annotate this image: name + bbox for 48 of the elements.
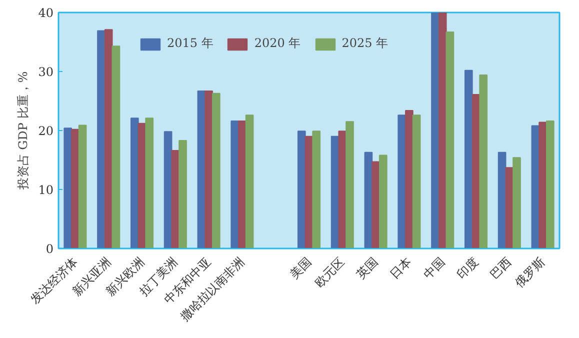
bar — [398, 114, 406, 248]
legend-label: 2020 年 — [254, 35, 301, 52]
bar — [405, 110, 414, 248]
bar — [546, 120, 554, 248]
y-tick-label: 40 — [38, 6, 54, 20]
bar — [312, 130, 321, 248]
x-tick-label: 美国 — [287, 254, 314, 282]
bar — [338, 130, 347, 248]
bar — [431, 12, 440, 248]
bar — [238, 120, 246, 248]
bar — [538, 122, 547, 248]
x-tick-label: 英国 — [354, 254, 381, 282]
bar — [297, 130, 306, 248]
bar — [104, 29, 113, 248]
bar — [204, 90, 213, 248]
bar — [464, 70, 473, 248]
bar — [112, 46, 120, 248]
bar — [171, 150, 180, 248]
y-tick-label: 0 — [46, 242, 54, 256]
y-axis-title: 投资占 GDP 比重，% — [16, 71, 30, 191]
bar — [479, 74, 488, 248]
bar — [245, 114, 254, 248]
x-tick-label: 欧元区 — [312, 254, 348, 290]
bar — [212, 92, 220, 248]
bar — [438, 12, 447, 248]
bar — [346, 121, 354, 248]
bar — [446, 31, 454, 248]
y-tick-label: 10 — [38, 183, 54, 197]
legend-label: 2025 年 — [342, 35, 388, 52]
x-tick-label: 日本 — [387, 254, 414, 282]
x-tick-label: 印度 — [454, 254, 481, 282]
bar — [412, 114, 421, 248]
x-tick-label: 俄罗斯 — [512, 254, 548, 290]
x-tick-label: 巴西 — [487, 254, 514, 282]
bar — [64, 128, 72, 248]
bar — [97, 30, 106, 248]
legend-label: 2015 年 — [167, 35, 214, 52]
x-tick-label: 中国 — [420, 254, 448, 282]
bar — [378, 154, 388, 248]
bar — [78, 124, 87, 248]
bar — [512, 157, 521, 248]
y-tick-label: 30 — [38, 65, 54, 79]
bar — [145, 118, 154, 248]
bar — [230, 120, 240, 248]
bar — [130, 118, 139, 248]
bar — [178, 140, 187, 248]
y-tick-label: 20 — [38, 124, 54, 138]
bar — [505, 167, 514, 248]
